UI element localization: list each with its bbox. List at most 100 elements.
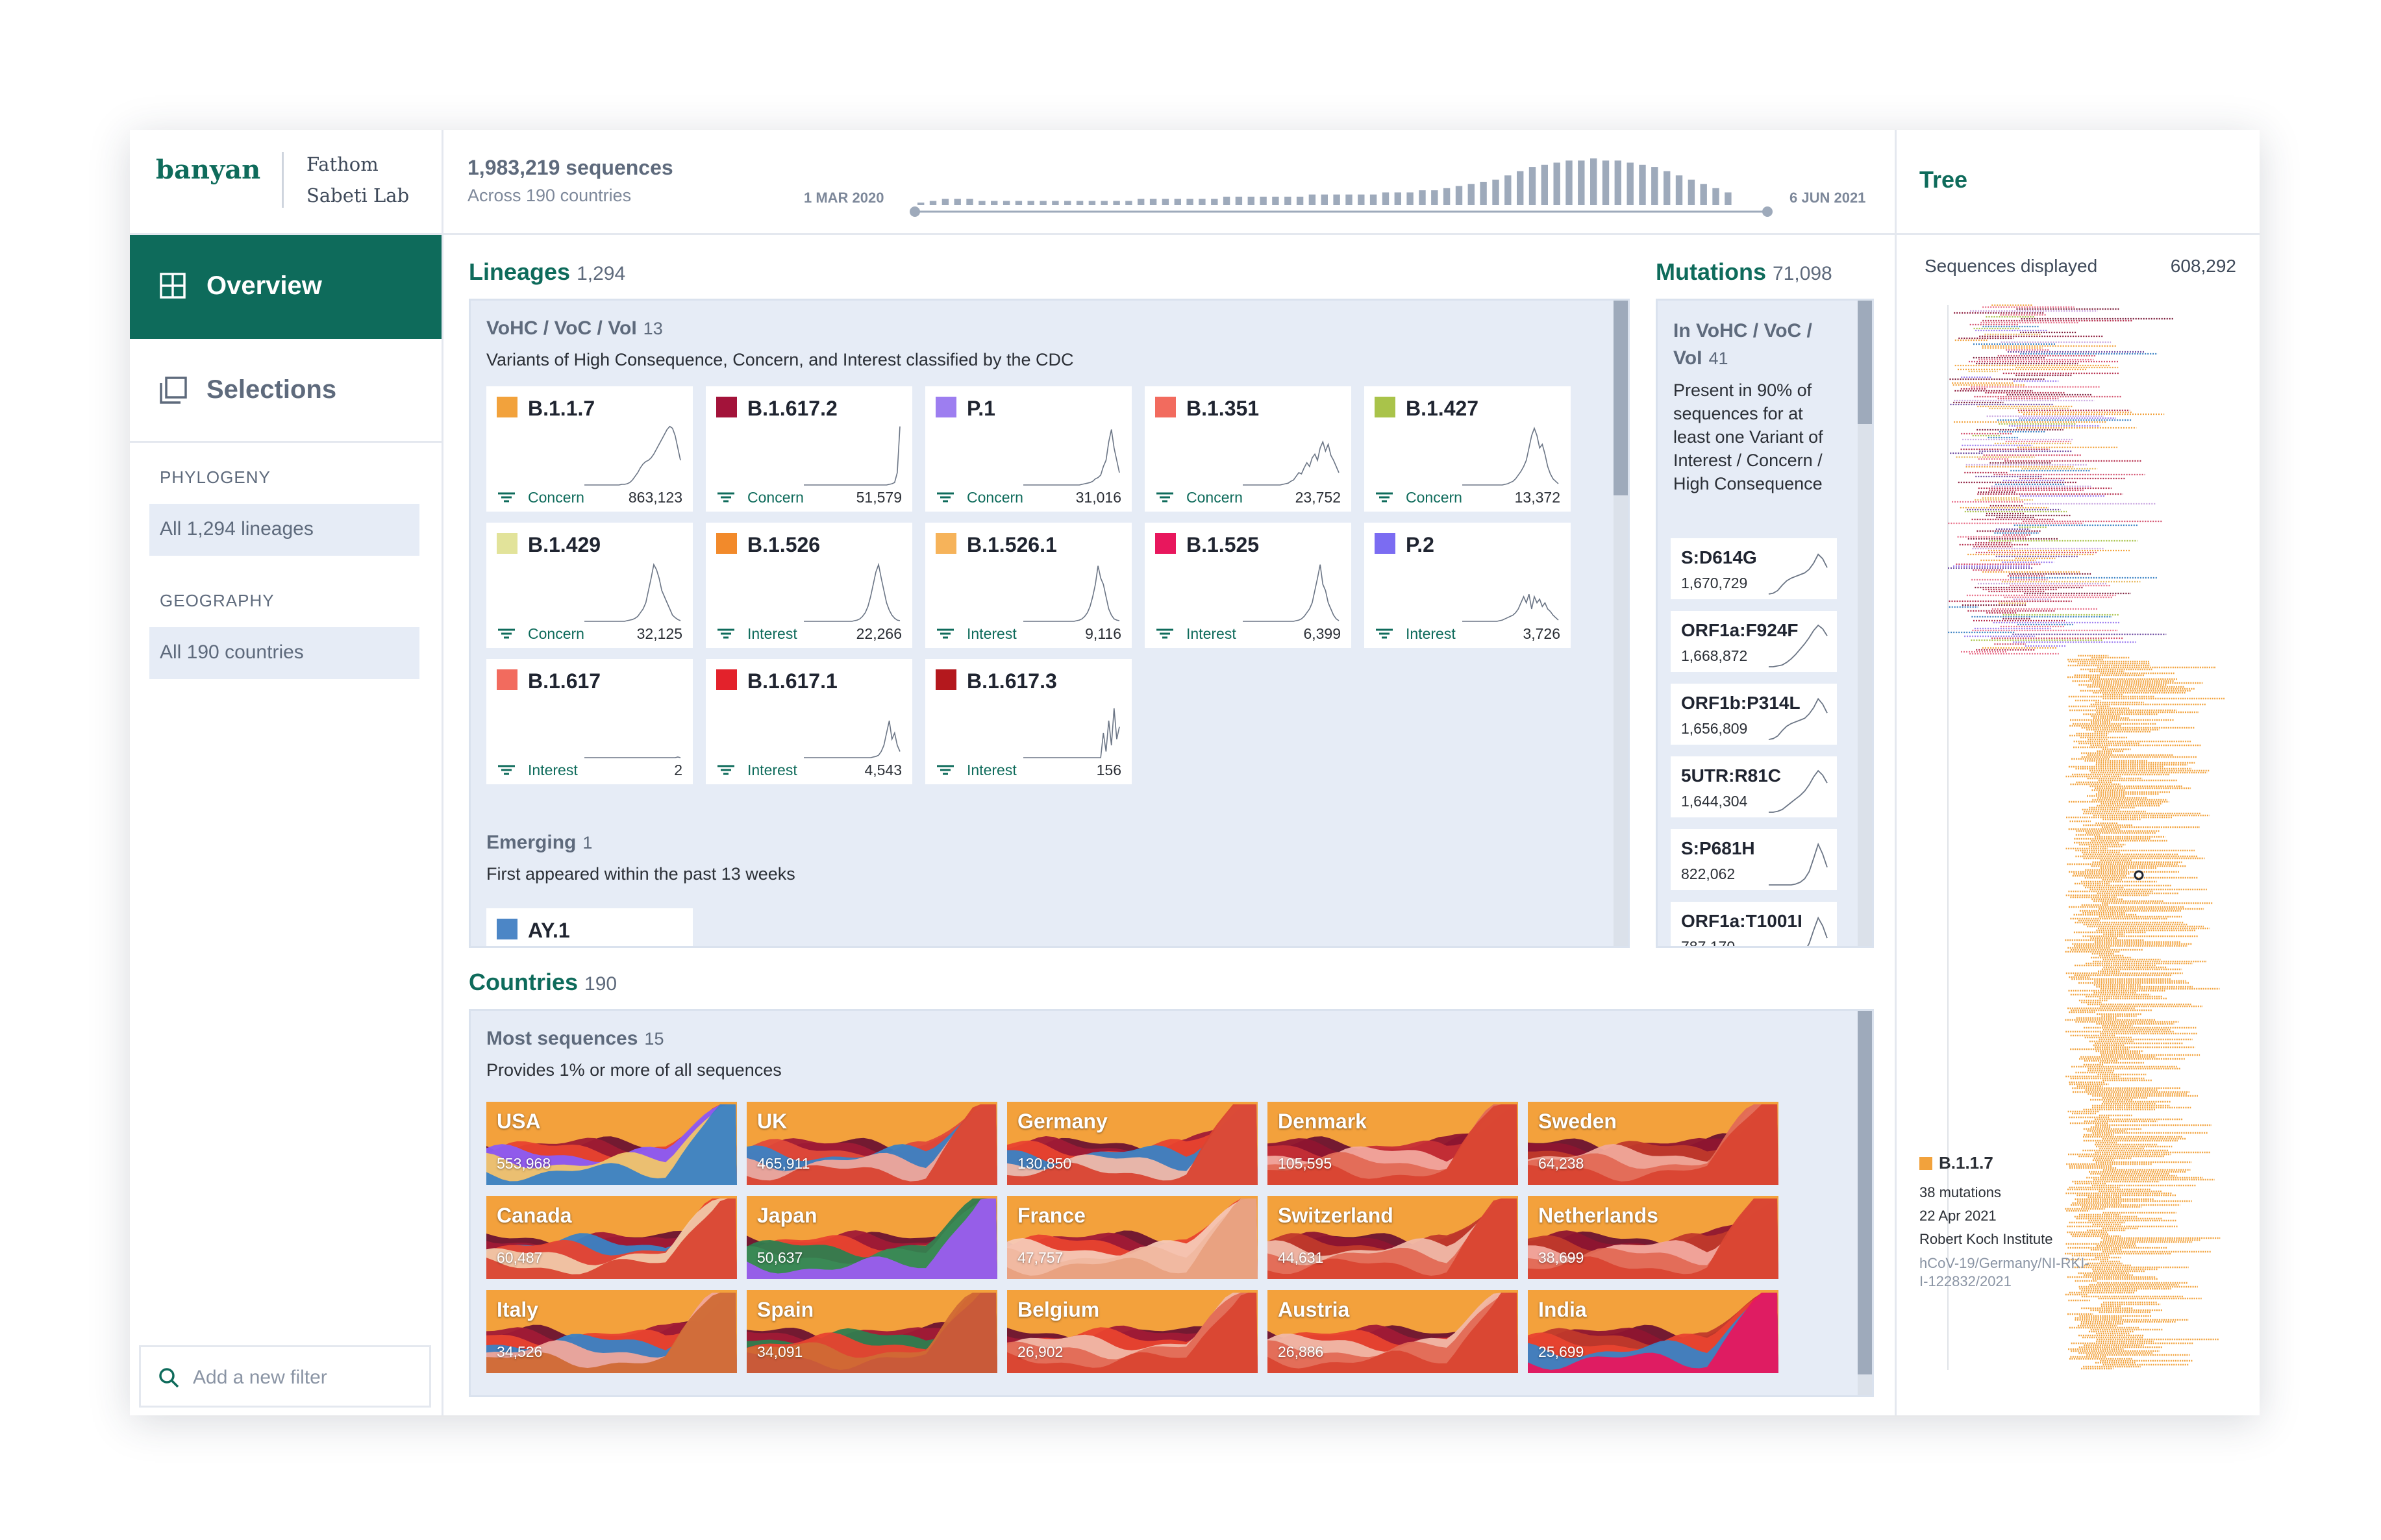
mutation-card[interactable]: ORF1a:F924F 1,668,872 <box>1671 611 1837 672</box>
timeline-bar <box>1174 199 1181 205</box>
lineage-swatch <box>497 397 517 417</box>
lineage-card[interactable]: B.1.617.3 Interest 156 <box>925 659 1132 784</box>
mutation-card[interactable]: S:D614G 1,670,729 <box>1671 538 1837 599</box>
lineage-card[interactable]: B.1.427 Concern 13,372 <box>1364 386 1571 512</box>
lineages-panel[interactable]: VoHC / VoC / VoI 13 Variants of High Cons… <box>469 299 1630 948</box>
mutations-group-count: 41 <box>1708 349 1728 368</box>
lineages-scrollbar-thumb[interactable] <box>1614 301 1628 495</box>
lineage-category: Concern <box>528 489 584 506</box>
timeline-start-handle[interactable] <box>910 206 920 217</box>
lineage-card[interactable]: B.1.525 Interest 6,399 <box>1145 523 1351 648</box>
timeline-histogram[interactable] <box>901 143 1780 221</box>
timeline-bar <box>1504 175 1512 205</box>
lineage-name: B.1.1.7 <box>528 397 595 420</box>
mutation-card[interactable]: S:P681H 822,062 <box>1671 829 1837 890</box>
country-tile[interactable]: Sweden 64,238 <box>1528 1102 1778 1185</box>
lineage-card[interactable]: B.1.1.7 Concern 863,123 <box>486 386 693 512</box>
nav-selections[interactable]: Selections <box>130 339 442 443</box>
country-count: 25,699 <box>1538 1343 1584 1360</box>
country-count: 26,902 <box>1017 1343 1064 1360</box>
country-tile[interactable]: Germany 130,850 <box>1007 1102 1258 1185</box>
mutation-sparkline <box>1769 842 1828 886</box>
lineage-card[interactable]: B.1.429 Concern 32,125 <box>486 523 693 648</box>
mutation-count: 1,644,304 <box>1681 793 1748 810</box>
mutations-count: 71,098 <box>1772 263 1832 284</box>
geography-heading: GEOGRAPHY <box>160 591 275 610</box>
geography-filter[interactable]: All 190 countries <box>149 627 419 679</box>
stream-layer <box>1267 1293 1518 1373</box>
country-tile[interactable]: Austria 26,886 <box>1267 1290 1518 1373</box>
lineage-name: B.1.617.3 <box>967 669 1057 693</box>
country-count: 44,631 <box>1278 1249 1324 1266</box>
lineage-card[interactable]: B.1.526.1 Interest 9,116 <box>925 523 1132 648</box>
filter-icon <box>498 765 515 775</box>
nav-overview[interactable]: Overview <box>130 235 442 339</box>
lineage-sparkline <box>1023 565 1120 622</box>
country-tile[interactable]: UK 465,911 <box>747 1102 997 1185</box>
filter-icon <box>1156 492 1173 503</box>
sparkline-trend <box>1769 624 1828 667</box>
country-count: 64,238 <box>1538 1155 1584 1172</box>
lineage-sparkline <box>1462 593 1559 622</box>
lineage-card[interactable]: P.1 Concern 31,016 <box>925 386 1132 512</box>
lineage-card-emerging[interactable]: AY.1 <box>486 908 693 946</box>
country-tile[interactable]: Japan 50,637 <box>747 1196 997 1279</box>
countries-count: 190 <box>584 973 617 995</box>
country-name: Spain <box>757 1298 814 1321</box>
mutation-card[interactable]: ORF1a:T1001I 787,170 <box>1671 902 1837 946</box>
lineage-card[interactable]: B.1.351 Concern 23,752 <box>1145 386 1351 512</box>
mutation-card[interactable]: ORF1b:P314L 1,656,809 <box>1671 684 1837 745</box>
voc-group-count: 13 <box>643 319 663 338</box>
phylogenetic-tree[interactable] <box>1922 292 2247 1383</box>
stream-layer <box>1007 1198 1258 1279</box>
lineage-card[interactable]: B.1.617 Interest 2 <box>486 659 693 784</box>
brand-logo[interactable]: banyan <box>156 155 261 185</box>
sparkline-trend <box>1807 916 1828 946</box>
country-tile[interactable]: Netherlands 38,699 <box>1528 1196 1778 1279</box>
country-count: 26,886 <box>1278 1343 1324 1360</box>
country-tile[interactable]: Spain 34,091 <box>747 1290 997 1373</box>
sparkline-trend <box>1462 427 1559 486</box>
timeline-bar <box>1138 199 1145 205</box>
country-tile[interactable]: India 25,699 <box>1528 1290 1778 1373</box>
countries-scrollbar-thumb[interactable] <box>1858 1011 1872 1374</box>
country-tile[interactable]: France 47,757 <box>1007 1196 1258 1279</box>
stream-layer <box>1267 1104 1518 1185</box>
timeline-bar <box>1358 194 1365 205</box>
country-stream-chart <box>747 1290 997 1373</box>
mutations-scrollbar-thumb[interactable] <box>1858 301 1872 424</box>
country-tile[interactable]: Canada 60,487 <box>486 1196 737 1279</box>
lineage-card[interactable]: B.1.617.2 Concern 51,579 <box>706 386 912 512</box>
timeline-end-handle[interactable] <box>1762 206 1773 217</box>
country-tile[interactable]: USA 553,968 <box>486 1102 737 1185</box>
countries-panel[interactable]: Most sequences 15 Provides 1% or more of … <box>469 1009 1874 1397</box>
timeline-bar <box>1725 192 1732 205</box>
add-filter-input[interactable]: Add a new filter <box>139 1345 431 1408</box>
lineage-sparkline <box>1023 708 1120 758</box>
country-stream-chart <box>1267 1196 1518 1279</box>
mutations-scrollbar[interactable] <box>1858 301 1872 946</box>
lineage-name: B.1.526 <box>747 533 821 556</box>
lineage-card[interactable]: B.1.617.1 Interest 4,543 <box>706 659 912 784</box>
country-count: 50,637 <box>757 1249 803 1266</box>
country-stream-chart <box>1007 1196 1258 1279</box>
timeline-bar <box>1272 196 1279 205</box>
mutation-name: ORF1b:P314L <box>1681 693 1801 713</box>
phylogeny-filter[interactable]: All 1,294 lineages <box>149 504 419 556</box>
country-tile[interactable]: Belgium 26,902 <box>1007 1290 1258 1373</box>
emerging-title: Emerging <box>486 832 577 853</box>
mutations-panel[interactable]: In VoHC / VoC / VoI 41 Present in 90% of … <box>1656 299 1874 948</box>
country-count: 465,911 <box>757 1155 810 1172</box>
lineage-name: B.1.617 <box>528 669 601 693</box>
country-tile[interactable]: Switzerland 44,631 <box>1267 1196 1518 1279</box>
country-tile[interactable]: Denmark 105,595 <box>1267 1102 1518 1185</box>
lineage-sparkline <box>584 756 681 758</box>
mutation-card[interactable]: 5UTR:R81C 1,644,304 <box>1671 756 1837 817</box>
lineage-card[interactable]: B.1.526 Interest 22,266 <box>706 523 912 648</box>
tree-selected-node[interactable] <box>2134 870 2144 880</box>
lineage-card[interactable]: P.2 Interest 3,726 <box>1364 523 1571 648</box>
country-tile[interactable]: Italy 34,526 <box>486 1290 737 1373</box>
timeline-bar <box>1602 160 1610 205</box>
filter-icon <box>1156 628 1173 639</box>
sparkline-trend <box>584 425 681 486</box>
